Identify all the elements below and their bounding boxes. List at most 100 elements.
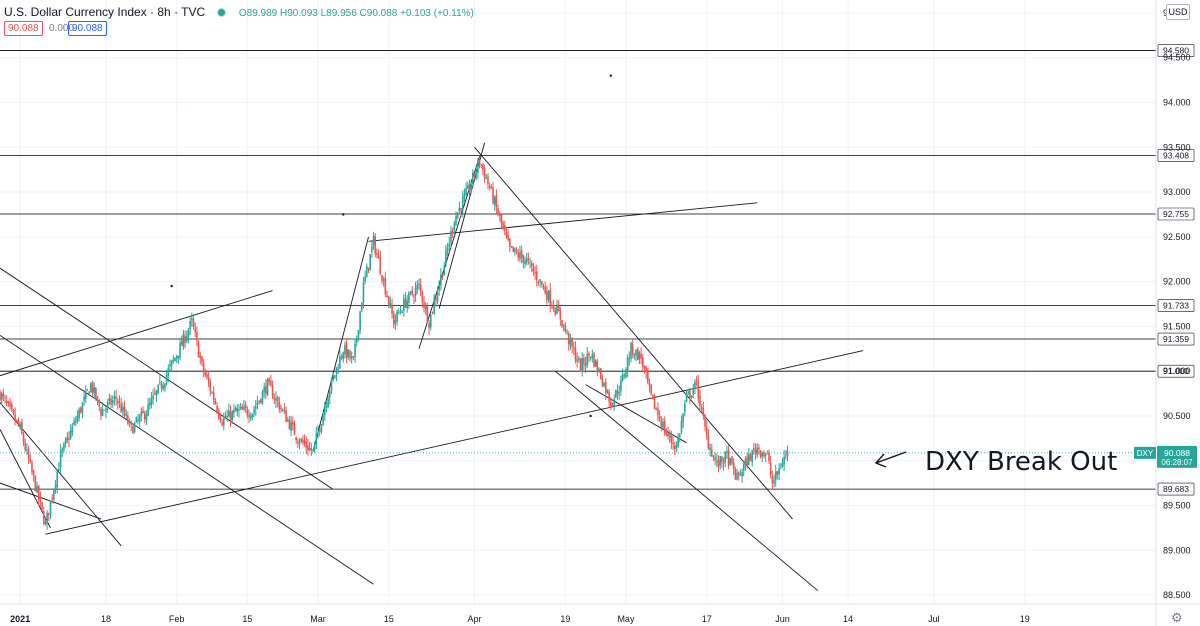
candle-body	[599, 368, 602, 379]
candle-body	[130, 422, 133, 425]
candle-body	[123, 407, 126, 415]
x-tick-label: May	[617, 614, 635, 624]
candle-body	[466, 185, 469, 189]
currency-button[interactable]: USD	[1166, 4, 1190, 20]
candle-body	[116, 400, 119, 404]
candle-body	[596, 361, 599, 372]
candle-body	[162, 385, 165, 390]
candle-body	[334, 375, 336, 378]
candle-body	[194, 328, 196, 333]
candle-body	[524, 260, 526, 265]
candle-body	[345, 343, 348, 358]
candle-body	[641, 357, 644, 368]
candle-body	[435, 299, 437, 301]
candle-body	[152, 395, 154, 400]
ask-price-box[interactable]: 90.088	[68, 21, 107, 36]
candle-body	[330, 378, 333, 392]
x-tick-label: Feb	[169, 614, 185, 624]
candle-body	[83, 396, 85, 401]
candle-body	[88, 391, 90, 394]
candle-body	[251, 413, 254, 418]
candle-body	[620, 380, 622, 392]
candle-body	[754, 449, 757, 454]
candle-body	[2, 393, 5, 397]
bid-price-box[interactable]: 90.088	[4, 21, 43, 36]
candle-body	[335, 367, 338, 375]
candle-body	[263, 387, 265, 393]
candle-body	[694, 381, 696, 389]
candle-body	[261, 391, 264, 404]
candle-body	[207, 377, 210, 384]
candle-body	[222, 418, 225, 425]
candle-body	[165, 374, 168, 383]
y-tick-label: 92.000	[1163, 277, 1191, 287]
candle-body	[202, 362, 205, 372]
candle-body	[397, 312, 400, 314]
candle-body	[191, 317, 193, 320]
candle-body	[572, 347, 575, 349]
candle-body	[677, 437, 679, 447]
candle-body	[16, 419, 18, 421]
candle-body	[367, 267, 370, 269]
candle-body	[753, 448, 755, 450]
candle-body	[418, 283, 420, 286]
candle-body	[660, 420, 663, 428]
candle-body	[588, 353, 590, 356]
candle-body	[103, 409, 106, 411]
candle-body	[685, 393, 688, 402]
candle-body	[21, 422, 23, 434]
symbol-title[interactable]: U.S. Dollar Currency Index · 8h · TVC	[4, 5, 206, 19]
candle-body	[695, 380, 698, 382]
candle-body	[327, 398, 329, 408]
candle-body	[458, 207, 461, 212]
candle-body	[507, 235, 509, 240]
candle-body	[781, 463, 784, 467]
candle-body	[216, 405, 218, 412]
candle-body	[253, 409, 255, 414]
candle-body	[530, 262, 533, 267]
candle-body	[122, 406, 124, 411]
candle-body	[766, 453, 769, 455]
candle-body	[53, 489, 55, 500]
candle-body	[433, 300, 435, 314]
candle-body	[320, 424, 323, 432]
candle-body	[167, 368, 170, 376]
candle-body	[246, 409, 249, 416]
candle-body	[66, 437, 69, 441]
candle-body	[505, 232, 508, 237]
candle-body	[480, 164, 483, 166]
candle-body	[778, 468, 780, 475]
candle-body	[478, 159, 481, 164]
candle-body	[323, 407, 326, 415]
countdown-label: 06:28:07	[1161, 458, 1193, 467]
candle-body	[741, 471, 743, 477]
candle-body	[273, 398, 276, 400]
candle-body	[244, 404, 247, 409]
y-tick-label: 88.500	[1163, 590, 1191, 600]
candle-body	[182, 334, 185, 347]
settings-gear-icon[interactable]: ⚙	[1171, 610, 1183, 625]
candle-body	[567, 332, 570, 344]
candle-body	[228, 410, 230, 417]
candle-body	[233, 409, 235, 414]
candle-body	[455, 215, 457, 226]
candle-body	[707, 436, 710, 449]
candle-body	[177, 355, 180, 359]
candle-body	[392, 313, 395, 325]
marker-dot	[170, 284, 173, 288]
candle-body	[552, 305, 555, 310]
candle-body	[497, 208, 499, 215]
candle-body	[241, 406, 244, 410]
candle-body	[118, 402, 121, 404]
candle-body	[148, 403, 151, 405]
candle-body	[285, 410, 287, 423]
candle-body	[258, 400, 260, 403]
trend-line	[438, 142, 486, 309]
y-tick-label: 92.500	[1163, 232, 1191, 242]
candle-body	[502, 222, 504, 228]
candle-body	[239, 407, 242, 409]
arrow-icon	[875, 451, 907, 464]
candle-body	[450, 230, 452, 243]
candle-body	[184, 335, 186, 343]
